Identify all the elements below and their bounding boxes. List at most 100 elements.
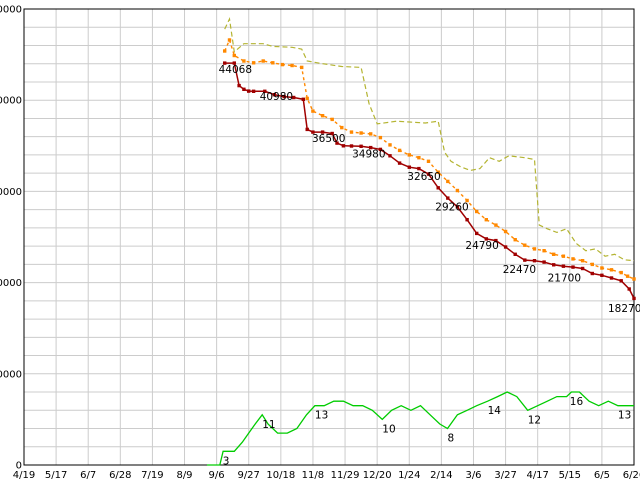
x-tick-label: 4/19 <box>13 470 35 480</box>
count-label: 14 <box>488 405 502 417</box>
count-label: 3 <box>223 455 230 467</box>
min-price-marker <box>232 61 236 65</box>
avg-price-marker <box>632 277 636 281</box>
count-label: 8 <box>448 433 455 445</box>
avg-price-marker <box>561 254 566 258</box>
avg-price-marker <box>340 125 344 130</box>
x-tick-label: 10/18 <box>266 470 295 480</box>
min-price-marker <box>292 95 296 100</box>
min-price-marker <box>237 83 241 88</box>
min-price-marker <box>349 144 354 148</box>
min-price-marker <box>494 238 498 243</box>
avg-price-marker <box>426 159 431 163</box>
count-label: 13 <box>618 410 631 422</box>
avg-price-marker <box>619 270 623 275</box>
avg-price-marker <box>407 153 411 157</box>
avg-price-marker <box>388 143 392 147</box>
x-tick-label: 6/5 <box>594 470 610 480</box>
min-price-marker <box>465 218 469 222</box>
avg-price-marker <box>227 38 232 42</box>
min-price-marker <box>242 87 246 91</box>
min-price-marker <box>619 279 623 283</box>
count-label: 16 <box>570 396 584 408</box>
y-tick-label: 50000 <box>0 5 22 16</box>
min-price-marker <box>484 237 488 241</box>
min-price-marker <box>542 260 546 264</box>
min-price-marker <box>247 89 251 93</box>
avg-price-marker <box>261 59 265 63</box>
avg-price-marker <box>311 109 315 113</box>
price-label: 34980 <box>352 149 385 161</box>
avg-price-marker <box>223 49 227 53</box>
x-tick-label: 6/28 <box>109 470 131 480</box>
min-price-marker <box>320 130 325 134</box>
min-price-marker <box>513 252 517 256</box>
avg-price-marker <box>300 65 304 70</box>
min-price-marker <box>311 130 315 134</box>
min-price-marker <box>359 144 363 148</box>
max-price-line <box>224 16 635 262</box>
min-price-marker <box>417 166 421 171</box>
count-label: 10 <box>382 423 395 435</box>
avg-price-marker <box>513 238 517 242</box>
min-price-marker <box>590 271 594 276</box>
x-tick-label: 9/27 <box>237 470 259 480</box>
avg-price-marker <box>532 247 537 251</box>
price-label: 29260 <box>435 202 468 214</box>
min-price-marker <box>378 147 383 152</box>
avg-price-marker <box>494 223 498 227</box>
avg-price-marker <box>271 61 275 65</box>
x-tick-label: 5/17 <box>45 470 67 480</box>
min-price-marker <box>388 154 392 158</box>
min-price-marker <box>609 276 614 280</box>
avg-price-marker <box>600 266 604 270</box>
price-label: 22470 <box>503 264 536 276</box>
x-tick-label: 11/8 <box>302 470 324 480</box>
min-price-marker <box>532 259 537 263</box>
price-label: 21700 <box>548 273 581 285</box>
min-price-marker <box>263 89 267 93</box>
x-tick-label: 9/6 <box>209 470 225 480</box>
min-price-marker <box>503 245 508 249</box>
avg-price-marker <box>475 209 479 214</box>
avg-price-marker <box>242 59 246 63</box>
avg-price-marker <box>542 249 546 253</box>
avg-price-line <box>224 37 635 280</box>
avg-price-marker <box>523 243 527 247</box>
min-price-marker <box>627 287 631 291</box>
avg-price-marker <box>455 188 460 193</box>
min-price-marker <box>632 296 636 301</box>
price-label: 36500 <box>312 133 345 145</box>
avg-price-marker <box>232 53 236 58</box>
min-price-marker <box>561 264 566 268</box>
x-tick-label: 11/29 <box>331 470 360 480</box>
min-price-marker <box>335 141 339 145</box>
x-tick-label: 12/20 <box>363 470 392 480</box>
min-price-marker <box>600 273 604 277</box>
avg-price-marker <box>436 170 440 174</box>
price-label: 32650 <box>407 171 440 183</box>
min-price-marker <box>330 131 334 136</box>
min-price-marker <box>223 61 227 65</box>
min-price-marker <box>552 263 556 267</box>
avg-price-marker <box>330 117 334 122</box>
avg-price-marker <box>590 262 594 267</box>
min-price-marker <box>571 265 575 269</box>
avg-price-marker <box>446 179 450 184</box>
avg-price-marker <box>580 259 585 263</box>
count-label: 11 <box>262 419 275 431</box>
avg-price-marker <box>503 229 508 234</box>
min-price-marker <box>407 165 411 169</box>
x-tick-label: 6/26 <box>623 470 640 480</box>
min-price-marker <box>305 127 309 132</box>
x-tick-label: 7/19 <box>141 470 163 480</box>
avg-price-marker <box>552 252 556 256</box>
avg-price-marker <box>369 132 373 136</box>
avg-price-marker <box>359 131 363 135</box>
y-tick-label: 0 <box>16 461 22 472</box>
avg-price-marker <box>484 218 488 222</box>
avg-price-marker <box>625 274 630 278</box>
